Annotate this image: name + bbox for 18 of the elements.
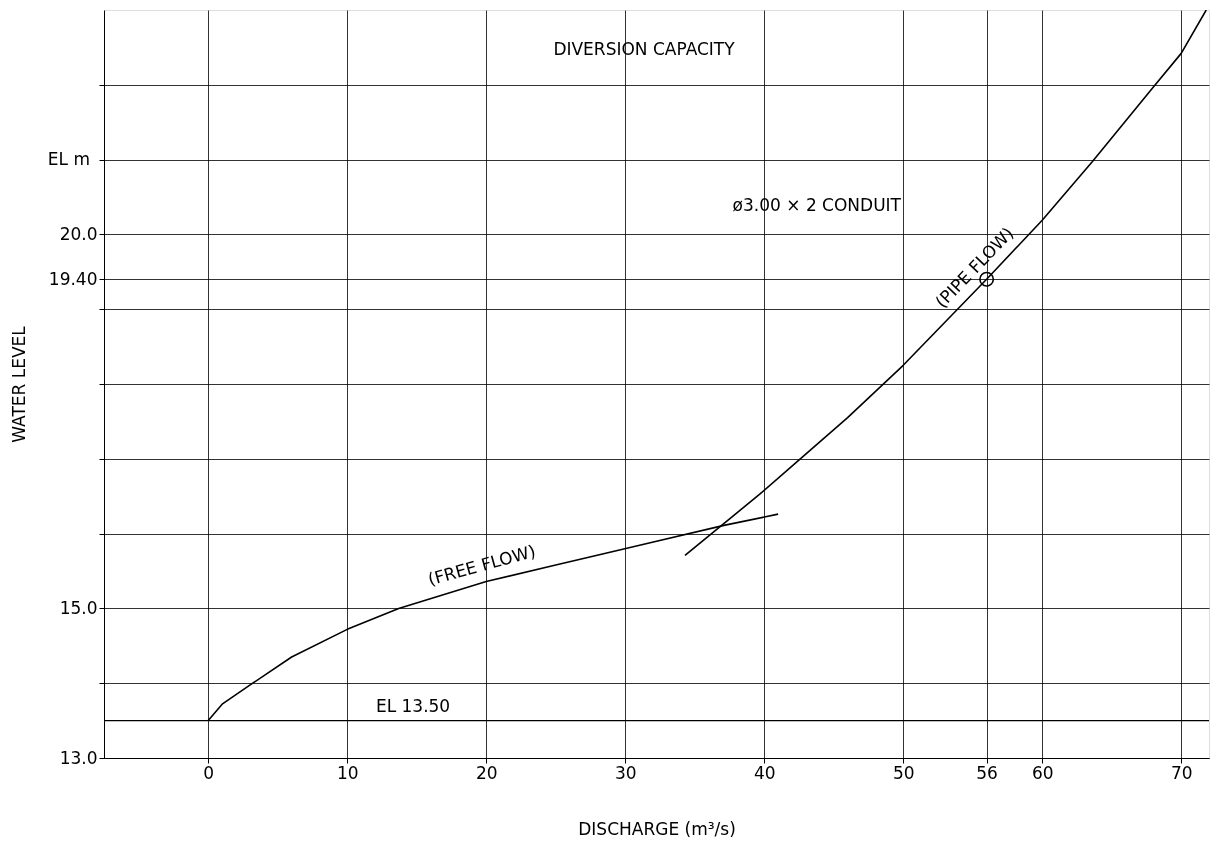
y-tick-label: 15.0 bbox=[59, 597, 98, 618]
x-tick-label: 56 bbox=[976, 762, 998, 783]
y-tick-label: 20.0 bbox=[59, 223, 98, 244]
y-axis-title: WATER LEVEL bbox=[8, 325, 29, 443]
y-tick-label: 13.0 bbox=[59, 747, 98, 768]
text: (FREE FLOW) bbox=[425, 540, 538, 590]
x-tick-label: 50 bbox=[892, 762, 915, 783]
x-tick-label: 0 bbox=[203, 762, 215, 783]
ref-line-label: EL 13.50 bbox=[375, 695, 451, 716]
text: EL m bbox=[47, 149, 90, 169]
x-tick-label: 10 bbox=[336, 762, 359, 783]
x-tick-label: 30 bbox=[614, 762, 637, 783]
x-tick-label: 20 bbox=[475, 762, 498, 783]
x-tick-label: 70 bbox=[1170, 762, 1193, 783]
y-tick-label: 19.40 bbox=[48, 268, 98, 289]
x-axis-title: DISCHARGE (m³/s) bbox=[578, 818, 736, 839]
x-tick-label: 60 bbox=[1031, 762, 1054, 783]
x-tick-label: 40 bbox=[753, 762, 776, 783]
